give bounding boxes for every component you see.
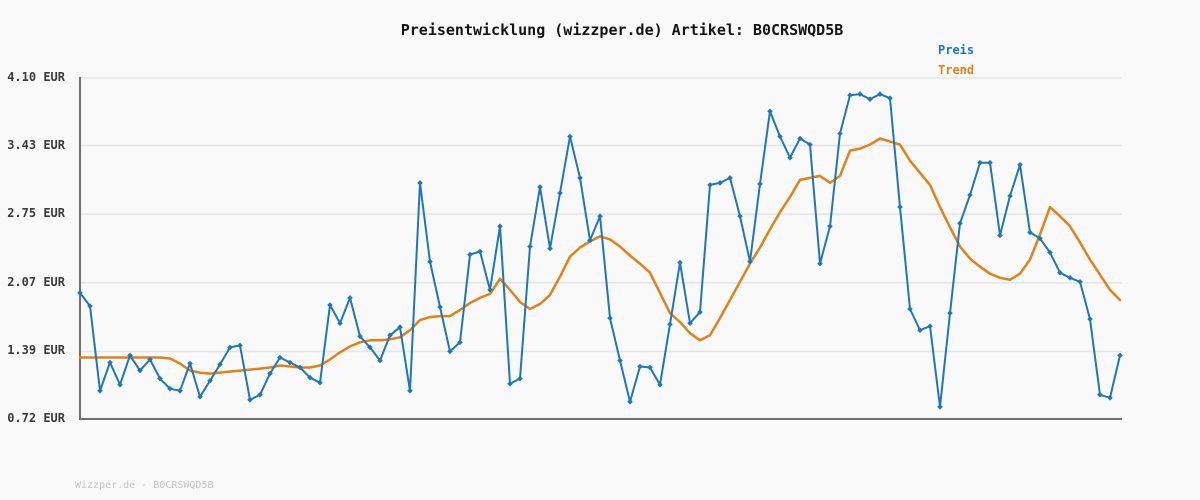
legend-label-preis: Preis [938,43,975,57]
chart-legend: Preis Trend [938,40,974,80]
y-axis-tick-label: 2.07 EUR [7,275,65,289]
chart-title: Preisentwicklung (wizzper.de) Artikel: B… [400,21,844,39]
y-axis-tick-label: 3.43 EUR [7,138,65,152]
price-markers [77,91,1123,410]
y-axis-tick-label: 0.72 EUR [7,411,65,425]
y-axis-tick-label: 4.10 EUR [7,70,65,84]
y-axis-tick-label: 1.39 EUR [7,343,65,357]
watermark-text: Wizzper.de - B0CRSWQD5B [75,480,214,491]
y-axis-tick-label: 2.75 EUR [7,206,65,220]
legend-label-trend: Trend [938,63,975,77]
trend-line [78,137,1122,375]
